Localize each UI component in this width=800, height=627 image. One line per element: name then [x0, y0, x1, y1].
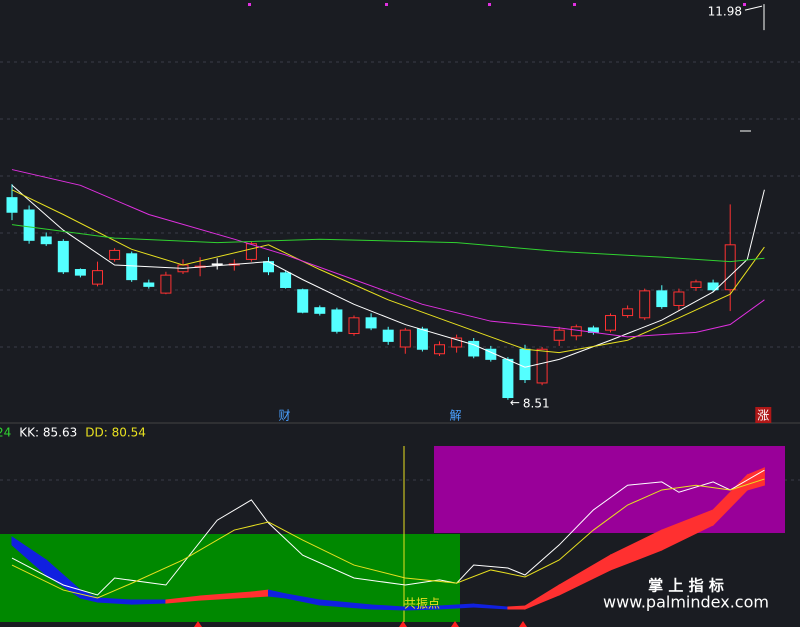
dot [385, 3, 388, 6]
candle-body [23, 209, 35, 241]
dot [573, 3, 576, 6]
indicator-line [11, 478, 765, 599]
candle-body [365, 317, 377, 329]
header-text: KK: 85.63 [19, 426, 77, 440]
candle-body [109, 249, 121, 260]
candle-body [40, 236, 52, 245]
high-arrow [744, 5, 763, 11]
candle-body [245, 243, 257, 260]
marker: 涨 [757, 408, 769, 423]
candle-body [211, 263, 223, 266]
moving-average [11, 224, 765, 263]
candle-body [724, 244, 736, 291]
candle-body [280, 272, 292, 288]
low-label: 8.51 [523, 396, 550, 410]
plot: 11.98 ←8.51 财 解 涨 24 KK: 85.63 DD: 80.54 共振点 掌 上 … [0, 4, 772, 612]
marker-bg [755, 407, 772, 423]
candle-body [74, 269, 86, 276]
candle-body [399, 329, 411, 348]
moving-average [11, 169, 765, 338]
moving-average [11, 189, 765, 354]
header-text: 24 [0, 426, 11, 440]
marker: 解 [449, 409, 461, 423]
candle-body [297, 289, 309, 313]
watermark: www.palmindex.com [603, 593, 769, 612]
candle-body [707, 282, 719, 291]
candle-body [468, 340, 480, 357]
band-segment [507, 605, 526, 610]
candle-body [143, 282, 155, 287]
band-segment [131, 599, 167, 605]
candle-body [126, 253, 138, 281]
indicator-line [11, 469, 765, 596]
dot [743, 3, 746, 6]
triangle [519, 621, 527, 627]
candle-body [519, 348, 531, 381]
triangle [399, 621, 407, 627]
candle-body [553, 329, 565, 341]
top-dots [248, 3, 746, 6]
high-label: 11.98 [708, 5, 742, 19]
candle-body [622, 308, 634, 317]
candle-body [6, 197, 18, 213]
candle-body [502, 358, 514, 399]
candle-body [160, 274, 172, 294]
candle-body [92, 270, 103, 285]
candle-body [690, 281, 702, 288]
candle-body [673, 291, 685, 306]
candle-body [536, 348, 548, 384]
candle-body [434, 344, 445, 355]
signal-triangles [194, 621, 527, 627]
candle-body [656, 290, 668, 308]
candle-body [416, 328, 428, 350]
candle-body [348, 317, 360, 335]
header-text: DD: 80.54 [85, 426, 146, 440]
candle-body [314, 307, 326, 314]
candle-body [570, 326, 582, 337]
candle-body [605, 315, 616, 331]
candle-body [639, 290, 651, 319]
triangle [451, 621, 459, 627]
low-arrow: ← [510, 395, 520, 409]
watermark: 掌 上 指 标 [648, 577, 724, 595]
moving-average [11, 184, 765, 368]
candle-body [382, 329, 394, 342]
triangle [194, 621, 202, 627]
dot [488, 3, 491, 6]
marker: 财 [278, 409, 290, 423]
candle-body [57, 240, 69, 273]
candle-body [331, 309, 343, 332]
candle-body [451, 337, 463, 348]
annotation: 共振点 [404, 597, 440, 611]
dot [248, 3, 251, 6]
